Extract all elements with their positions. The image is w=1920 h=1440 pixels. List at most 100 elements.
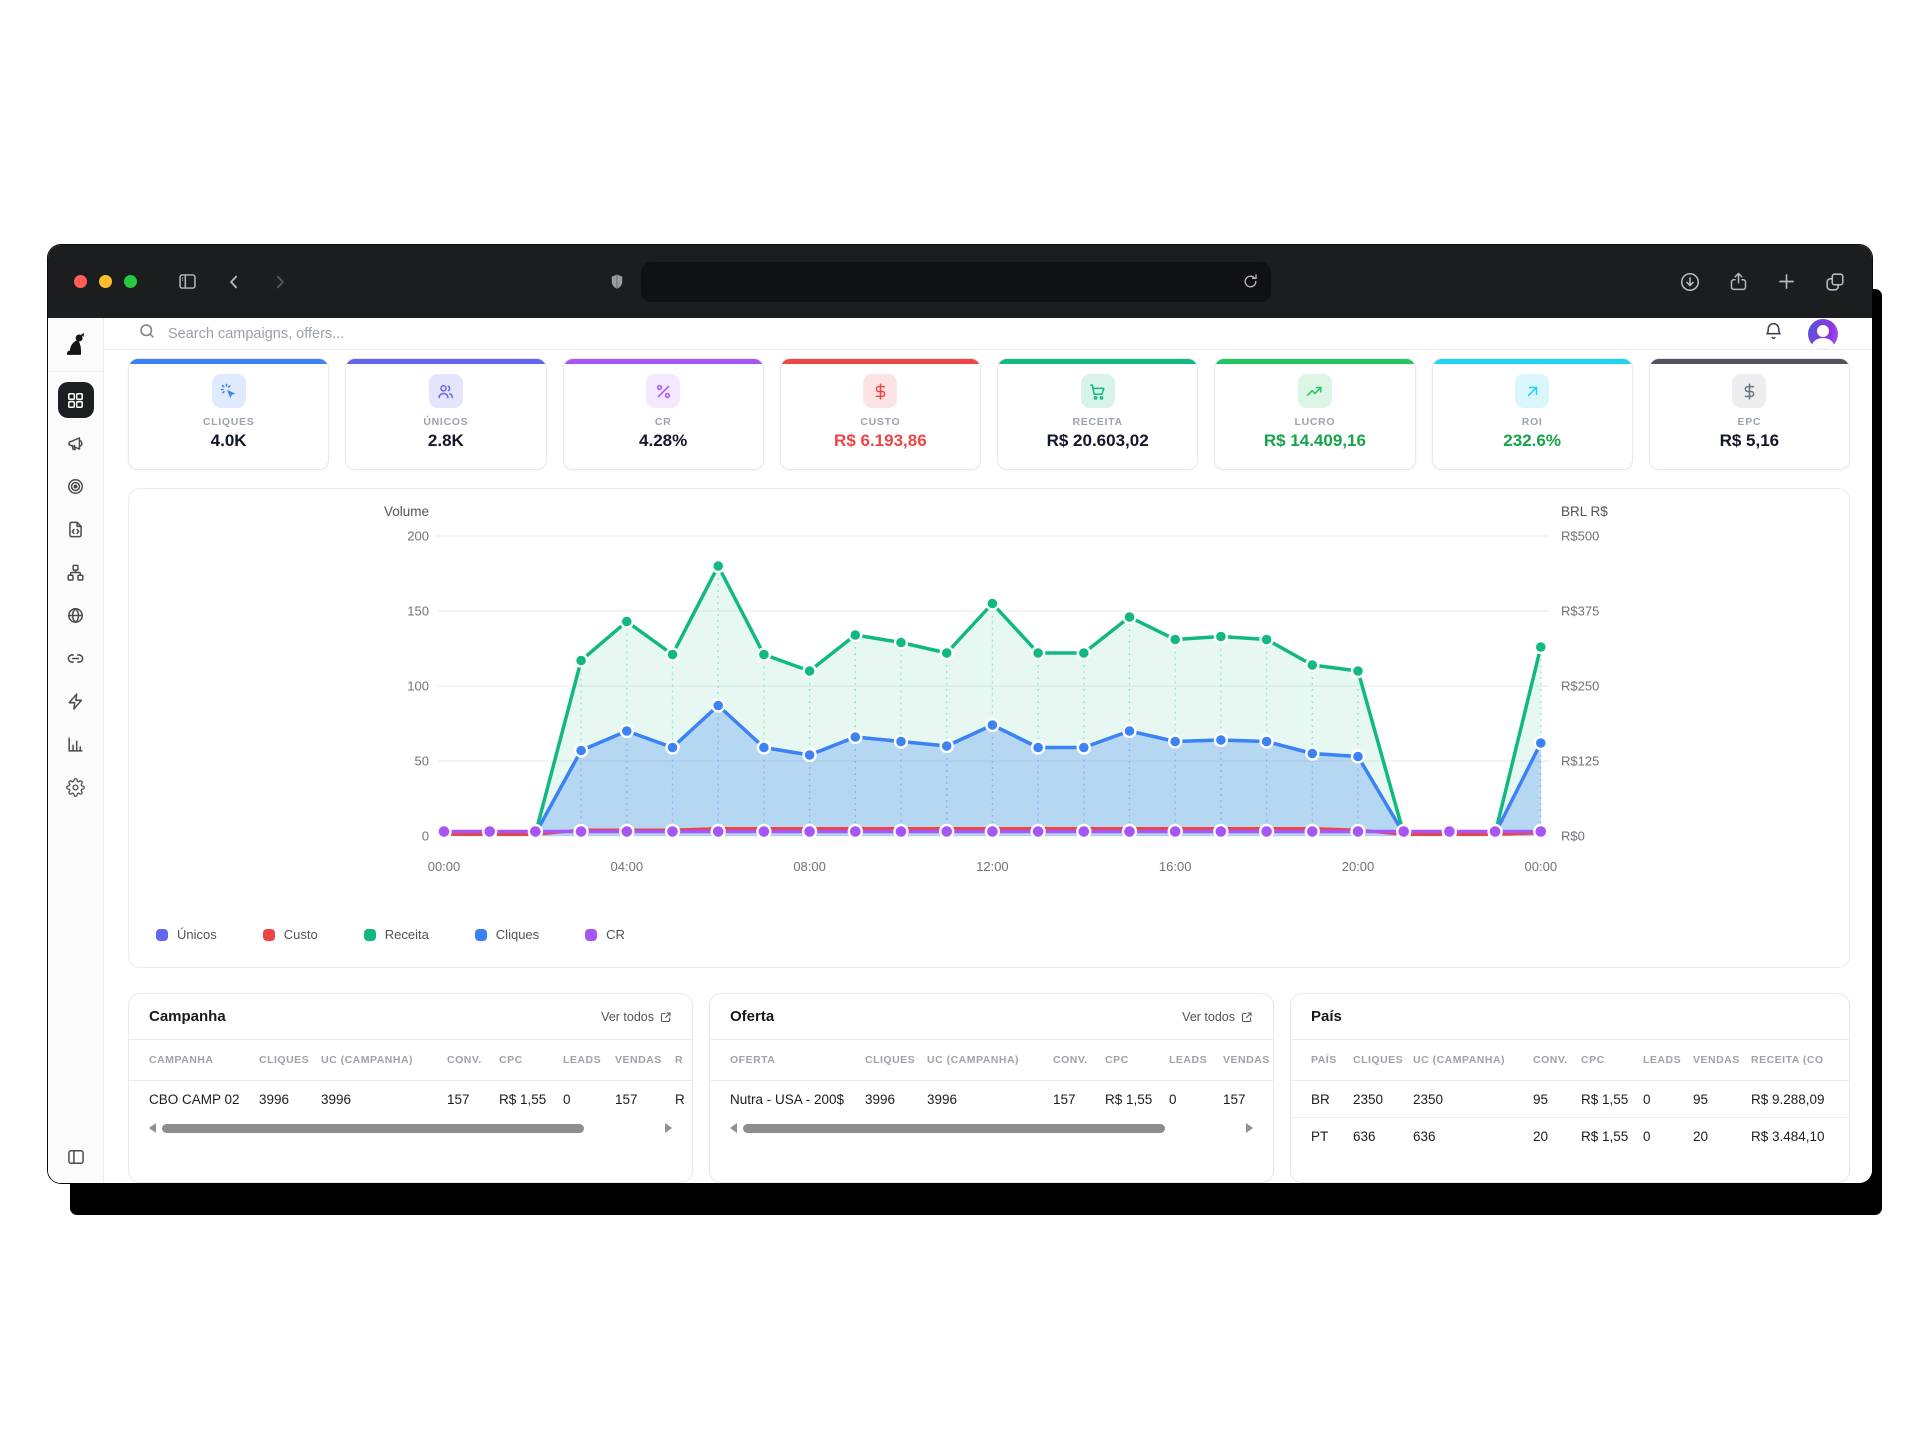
sidebar-item-settings[interactable] xyxy=(58,769,94,805)
traffic-chart: 0 R$0 50 R$125 100 R$250 150 R$375 200 R$500 Volum… xyxy=(384,504,1608,874)
chart-legend: Únicos Custo Receita Cliques CR xyxy=(156,927,625,942)
dollar-icon xyxy=(863,374,898,408)
table-row[interactable]: CBO CAMP 02 3996 3996 157 R$ 1,55 0 157 R xyxy=(129,1080,692,1117)
kpi-label: ÚNICOS xyxy=(423,416,469,428)
collapse-sidebar-icon[interactable] xyxy=(58,1147,94,1183)
legend-swatch xyxy=(262,928,275,941)
sidebar-item-dashboard[interactable] xyxy=(57,382,94,418)
browser-toolbar xyxy=(48,245,1872,318)
sidebar xyxy=(48,318,104,1183)
table-card-campanha: Campanha Ver todos CAMPANHA CLIQUES UC (CA… xyxy=(128,993,693,1183)
sidebar-item-links[interactable] xyxy=(58,640,94,676)
legend-item-cr[interactable]: CR xyxy=(585,927,625,942)
app-logo[interactable] xyxy=(48,318,103,372)
svg-text:04:00: 04:00 xyxy=(611,859,644,874)
svg-text:R$0: R$0 xyxy=(1561,829,1585,844)
privacy-shield-icon[interactable] xyxy=(608,272,626,292)
svg-text:12:00: 12:00 xyxy=(976,859,1009,874)
sidebar-item-domains[interactable] xyxy=(58,597,94,633)
sidebar-item-flows[interactable] xyxy=(58,554,94,590)
svg-text:Volume: Volume xyxy=(384,504,429,519)
notifications-bell-icon[interactable] xyxy=(1763,321,1784,347)
kpi-value: R$ 6.193,86 xyxy=(834,431,927,450)
cart-icon xyxy=(1080,374,1115,408)
minimize-window-button[interactable] xyxy=(99,275,112,288)
dog-logo-icon xyxy=(67,333,85,355)
svg-text:50: 50 xyxy=(415,754,429,769)
kpi-card-lucro: LUCRO R$ 14.409,16 xyxy=(1214,358,1416,470)
search-icon xyxy=(138,322,156,345)
legend-swatch xyxy=(363,928,376,941)
kpi-accent-bar xyxy=(129,359,329,364)
svg-text:100: 100 xyxy=(407,679,429,694)
share-icon[interactable] xyxy=(1728,271,1749,292)
targets-icon xyxy=(66,477,85,496)
tables-row: Campanha Ver todos CAMPANHA CLIQUES UC (CA… xyxy=(128,993,1850,1183)
ver-todos-link[interactable]: Ver todos xyxy=(601,1010,672,1024)
domains-icon xyxy=(66,606,85,625)
kpi-card-receita: RECEITA R$ 20.603,02 xyxy=(997,358,1199,470)
sidebar-item-reports[interactable] xyxy=(58,726,94,762)
zoom-window-button[interactable] xyxy=(124,275,137,288)
table-title: Oferta xyxy=(730,1008,775,1025)
scroll-right-arrow[interactable] xyxy=(1246,1123,1253,1133)
kpi-value: R$ 5,16 xyxy=(1719,431,1780,450)
reports-icon xyxy=(66,735,85,754)
ver-todos-link[interactable]: Ver todos xyxy=(1182,1010,1253,1024)
legend-swatch xyxy=(156,928,168,941)
scrollbar-thumb[interactable] xyxy=(743,1123,1166,1133)
svg-text:R$375: R$375 xyxy=(1561,604,1599,619)
table-row[interactable]: Nutra - USA - 200$ 3996 3996 157 R$ 1,55 0 157 xyxy=(710,1080,1273,1117)
legend-item-receita[interactable]: Receita xyxy=(363,927,429,942)
sidebar-item-campaigns[interactable] xyxy=(58,425,94,461)
table-title: Campanha xyxy=(149,1008,226,1025)
users-icon xyxy=(428,374,463,408)
tab-overview-icon[interactable] xyxy=(1824,271,1846,293)
kpi-accent-bar xyxy=(1649,359,1849,364)
new-tab-icon[interactable] xyxy=(1776,271,1797,292)
percent-icon xyxy=(646,374,681,408)
arrow-up-right-icon xyxy=(1515,374,1550,408)
reload-icon[interactable] xyxy=(1242,273,1259,290)
kpi-value: 2.8K xyxy=(427,431,464,450)
legend-item-custo[interactable]: Custo xyxy=(262,927,318,942)
svg-text:16:00: 16:00 xyxy=(1159,859,1192,874)
search-input[interactable] xyxy=(168,325,588,342)
svg-text:R$250: R$250 xyxy=(1561,679,1599,694)
scroll-left-arrow[interactable] xyxy=(149,1123,156,1133)
svg-text:00:00: 00:00 xyxy=(1525,859,1558,874)
dashboard-icon xyxy=(66,391,85,410)
kpi-label: LUCRO xyxy=(1294,416,1336,428)
scroll-right-arrow[interactable] xyxy=(665,1123,672,1133)
svg-text:00:00: 00:00 xyxy=(428,859,461,874)
kpi-value: 4.0K xyxy=(210,431,247,450)
sidebar-item-targets[interactable] xyxy=(58,468,94,504)
browser-sidebar-icon[interactable] xyxy=(177,271,198,292)
kpi-accent-bar xyxy=(780,359,980,364)
sidebar-item-automation[interactable] xyxy=(58,683,94,719)
cursor-click-icon xyxy=(211,374,246,408)
kpi-card-epc: EPC R$ 5,16 xyxy=(1648,358,1850,470)
back-icon[interactable] xyxy=(224,272,244,292)
table-row[interactable]: PT 636 636 20 R$ 1,55 0 20 R$ 3.484,10 xyxy=(1291,1117,1849,1154)
forward-icon[interactable] xyxy=(270,272,290,292)
table-card-oferta: Oferta Ver todos OFERTA CLIQUES UC (CAMPAN… xyxy=(709,993,1274,1183)
legend-swatch xyxy=(474,928,487,941)
address-bar[interactable] xyxy=(641,261,1271,302)
legend-item-cliques[interactable]: Cliques xyxy=(474,927,539,942)
user-avatar[interactable] xyxy=(1808,318,1838,349)
legend-item-únicos[interactable]: Únicos xyxy=(156,927,217,942)
links-icon xyxy=(66,649,85,668)
kpi-value: R$ 20.603,02 xyxy=(1046,431,1149,450)
svg-text:20:00: 20:00 xyxy=(1342,859,1375,874)
svg-text:BRL R$: BRL R$ xyxy=(1561,504,1608,519)
sidebar-item-offers[interactable] xyxy=(58,511,94,547)
svg-text:R$125: R$125 xyxy=(1561,754,1599,769)
downloads-icon[interactable] xyxy=(1679,271,1701,293)
close-window-button[interactable] xyxy=(74,275,87,288)
scrollbar-thumb[interactable] xyxy=(162,1123,585,1133)
table-title: País xyxy=(1311,1008,1342,1025)
table-row[interactable]: BR 2350 2350 95 R$ 1,55 0 95 R$ 9.288,09 xyxy=(1291,1080,1849,1117)
scroll-left-arrow[interactable] xyxy=(730,1123,737,1133)
traffic-lights xyxy=(74,275,137,288)
